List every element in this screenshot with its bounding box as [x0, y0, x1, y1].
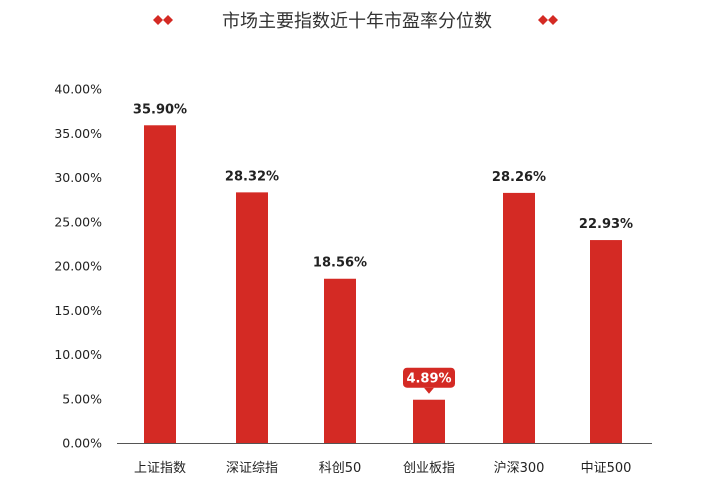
title-group: 市场主要指数近十年市盈率分位数: [153, 11, 558, 32]
category-label: 沪深300: [494, 460, 545, 476]
bar[interactable]: [236, 192, 268, 443]
bar[interactable]: [413, 399, 445, 443]
y-tick-label: 0.00%: [62, 436, 102, 451]
diamond-icon: [538, 15, 548, 25]
highlight-label-pointer: [424, 387, 434, 394]
y-axis-ticks: 0.00% 5.00% 10.00% 15.00% 20.00% 25.00% 30.00%…: [54, 82, 102, 451]
value-label: 4.89%: [406, 372, 451, 387]
value-label: 28.32%: [225, 169, 279, 184]
highlight-label-background: [403, 367, 455, 388]
diamond-icon: [548, 15, 558, 25]
y-tick-label: 10.00%: [54, 347, 102, 362]
value-label: 18.56%: [313, 256, 367, 271]
bar[interactable]: [590, 240, 622, 443]
chart-title: 市场主要指数近十年市盈率分位数: [222, 11, 492, 32]
y-tick-label: 5.00%: [62, 391, 102, 406]
value-label: 22.93%: [579, 217, 633, 232]
category-label: 上证指数: [134, 461, 186, 476]
category-label: 深证综指: [226, 461, 278, 476]
y-tick-label: 40.00%: [54, 82, 102, 97]
y-tick-label: 30.00%: [54, 170, 102, 185]
y-tick-label: 35.00%: [54, 126, 102, 141]
bar[interactable]: [324, 278, 356, 443]
diamond-icon: [163, 15, 173, 25]
y-tick-label: 15.00%: [54, 303, 102, 318]
value-labels-group: 35.90% 28.32% 18.56% 4.89% 28.26% 22.93%: [133, 102, 633, 394]
category-label: 中证500: [581, 461, 632, 476]
category-labels-group: 上证指数 深证综指 科创50 创业板指 沪深300 中证500: [134, 460, 631, 476]
value-label: 35.90%: [133, 102, 187, 117]
value-label: 28.26%: [492, 170, 546, 185]
y-tick-label: 25.00%: [54, 214, 102, 229]
diamond-icon: [153, 15, 163, 25]
bars-group: [144, 125, 622, 443]
bar[interactable]: [503, 192, 535, 443]
category-label: 创业板指: [403, 461, 455, 476]
bar[interactable]: [144, 125, 176, 443]
y-tick-label: 20.00%: [54, 259, 102, 274]
category-label: 科创50: [319, 461, 362, 476]
